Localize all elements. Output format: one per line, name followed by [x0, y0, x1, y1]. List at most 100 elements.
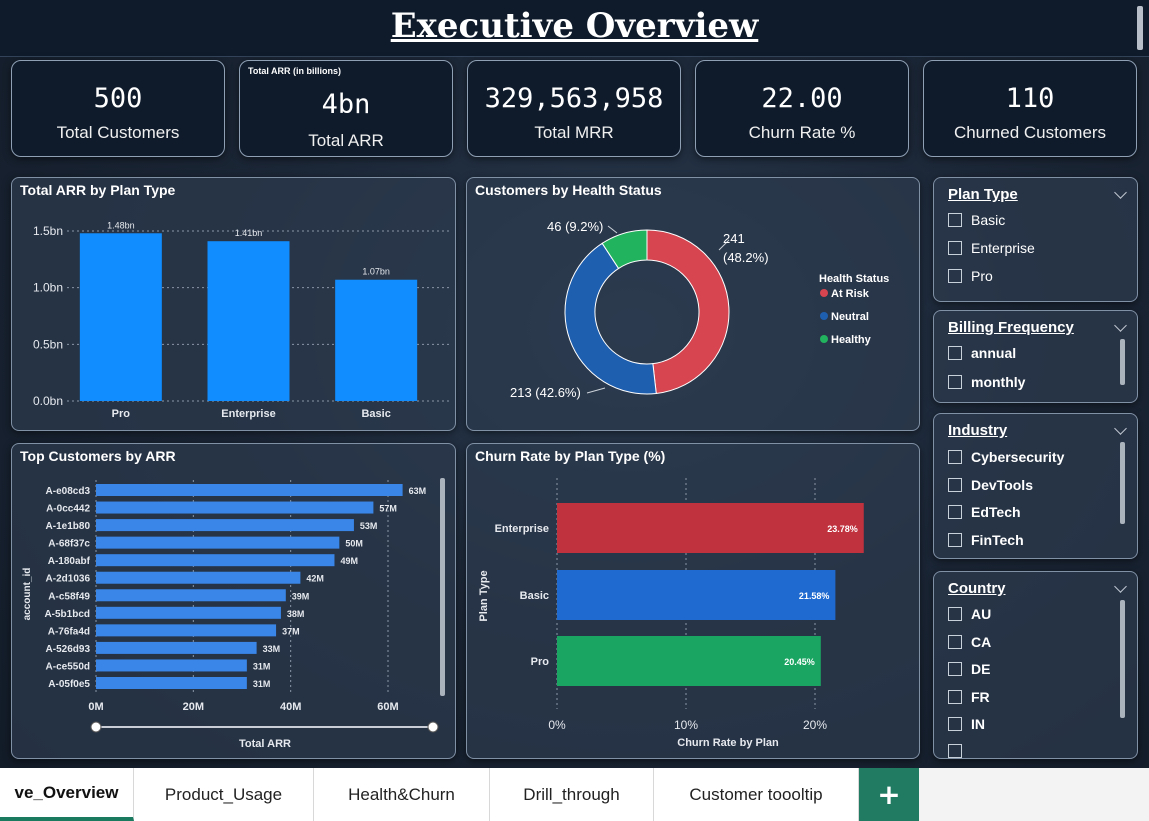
slicer-scrollbar[interactable] — [1120, 442, 1125, 524]
header-bar: Executive Overview — [0, 0, 1149, 57]
chevron-down-icon[interactable] — [1114, 422, 1127, 435]
data-label: 38M — [287, 609, 305, 619]
bar — [96, 641, 257, 654]
checkbox[interactable] — [948, 744, 962, 758]
bar — [96, 554, 335, 567]
x-tick-label: Pro — [112, 408, 131, 420]
y-tick-label: 0.5bn — [33, 337, 63, 351]
slicer-scrollbar[interactable] — [1120, 339, 1125, 385]
donut-slice — [646, 229, 730, 395]
bar — [557, 636, 821, 686]
bar — [96, 484, 403, 496]
arr-by-plan-chart[interactable]: Total ARR by Plan Type 0.0bn 0.5bn 1.0bn 1.… — [11, 177, 456, 431]
data-label: 50M — [345, 539, 363, 549]
arr-bar-svg: 0.0bn 0.5bn 1.0bn 1.5bn 1.48bn Pro 1.41bn Enter… — [33, 220, 450, 420]
checkbox[interactable] — [948, 533, 962, 547]
slicer-option[interactable]: CA — [948, 633, 991, 651]
bar — [96, 659, 247, 672]
slicer-title: Country — [948, 580, 1006, 597]
slicer-option[interactable]: DE — [948, 660, 990, 678]
slicer-option[interactable]: FinTech — [948, 531, 1024, 549]
data-label: 63M — [409, 486, 427, 496]
slicer-option[interactable]: monthly — [948, 373, 1025, 391]
bar — [96, 519, 354, 532]
data-label: 20.45% — [784, 657, 815, 667]
checkbox[interactable] — [948, 607, 962, 621]
top-customers-chart[interactable]: Top Customers by ARR 0M 20M 40M 60M A-e08cd3… — [11, 443, 456, 759]
y-tick-label: A-05f0e5 — [48, 679, 90, 690]
slicer-option[interactable]: Cybersecurity — [948, 448, 1064, 466]
checkbox[interactable] — [948, 346, 962, 360]
y-tick-label: Enterprise — [495, 523, 549, 535]
x-axis-label: Total ARR — [239, 738, 291, 750]
donut-slice — [564, 242, 657, 395]
y-tick-label: 0.0bn — [33, 394, 63, 408]
checkbox[interactable] — [948, 478, 962, 492]
tab-drill-through[interactable]: Drill_through — [490, 768, 654, 821]
x-tick-label: 20M — [183, 701, 204, 713]
y-tick-label: A-526d93 — [46, 644, 91, 655]
chart-title: Top Customers by ARR — [20, 448, 176, 464]
bar — [557, 503, 864, 553]
y-tick-label: 1.5bn — [33, 224, 63, 238]
slicer-scrollbar[interactable] — [1120, 600, 1125, 718]
slicer-option[interactable]: annual — [948, 344, 1016, 362]
header-scrollbar[interactable] — [1137, 6, 1143, 50]
slicer-option[interactable]: Enterprise — [948, 239, 1035, 257]
slicer-option[interactable]: EdTech — [948, 503, 1021, 521]
y-tick-label: A-68f37c — [48, 539, 90, 550]
top-customers-svg: 0M 20M 40M 60M A-e08cd3 63M A-0cc442 57M A-1e1b8… — [22, 478, 445, 750]
y-tick-label: Pro — [531, 656, 550, 668]
tab-bar-empty — [919, 768, 1149, 821]
bar — [96, 501, 374, 514]
page-title: Executive Overview — [390, 6, 759, 46]
health-status-chart[interactable]: Customers by Health Status 241 (48.2%) 213… — [466, 177, 920, 431]
slicer-option[interactable]: IN — [948, 715, 985, 733]
slicer-option[interactable]: Basic — [948, 211, 1005, 229]
slicer-option[interactable]: DevTools — [948, 476, 1033, 494]
bar — [79, 233, 162, 401]
churn-by-plan-chart[interactable]: Churn Rate by Plan Type (%) 0% 10% 20% 23.7… — [466, 443, 920, 759]
add-page-button[interactable]: + — [859, 768, 919, 821]
checkbox[interactable] — [948, 662, 962, 676]
tab-product-usage[interactable]: Product_Usage — [134, 768, 314, 821]
checkbox[interactable] — [948, 241, 962, 255]
data-label: 49M — [340, 556, 358, 566]
tab-customer-tooltip[interactable]: Customer toooltip — [654, 768, 859, 821]
legend-entry: Neutral — [831, 311, 869, 323]
checkbox[interactable] — [948, 690, 962, 704]
checkbox[interactable] — [948, 269, 962, 283]
kpi-churned-customers[interactable]: 110 Churned Customers — [923, 60, 1137, 157]
data-label: 57M — [379, 504, 397, 514]
x-tick-label: 0M — [88, 701, 103, 713]
kpi-total-customers[interactable]: 500 Total Customers — [11, 60, 225, 157]
checkbox[interactable] — [948, 505, 962, 519]
tab-executive-overview[interactable]: ve_Overview — [0, 768, 134, 821]
checkbox[interactable] — [948, 213, 962, 227]
chevron-down-icon[interactable] — [1114, 580, 1127, 593]
kpi-total-mrr[interactable]: 329,563,958 Total MRR — [467, 60, 681, 157]
y-tick-label: A-180abf — [48, 556, 91, 567]
checkbox[interactable] — [948, 635, 962, 649]
checkbox[interactable] — [948, 450, 962, 464]
checkbox[interactable] — [948, 717, 962, 731]
kpi-churn-rate[interactable]: 22.00 Churn Rate % — [695, 60, 909, 157]
kpi-small-title: Total ARR (in billions) — [248, 66, 341, 76]
kpi-total-arr[interactable]: Total ARR (in billions) 4bn Total ARR — [239, 60, 453, 157]
bar — [96, 536, 340, 549]
chevron-down-icon[interactable] — [1114, 319, 1127, 332]
leader-line — [718, 239, 730, 251]
kpi-label: Total Customers — [56, 123, 180, 142]
kpi-label: Churn Rate % — [748, 123, 856, 142]
slicer-option[interactable]: AU — [948, 605, 991, 623]
slicer-option-partial[interactable] — [948, 742, 971, 758]
kpi-label: Total ARR — [308, 131, 384, 150]
tab-health-churn[interactable]: Health&Churn — [314, 768, 490, 821]
slicer-option[interactable]: FR — [948, 688, 990, 706]
slicer-option[interactable]: Pro — [948, 267, 993, 285]
data-label: 31M — [253, 679, 271, 689]
chevron-down-icon[interactable] — [1114, 186, 1127, 199]
data-label: 21.58% — [799, 591, 830, 601]
y-tick-label: 1.0bn — [33, 281, 63, 295]
checkbox[interactable] — [948, 375, 962, 389]
